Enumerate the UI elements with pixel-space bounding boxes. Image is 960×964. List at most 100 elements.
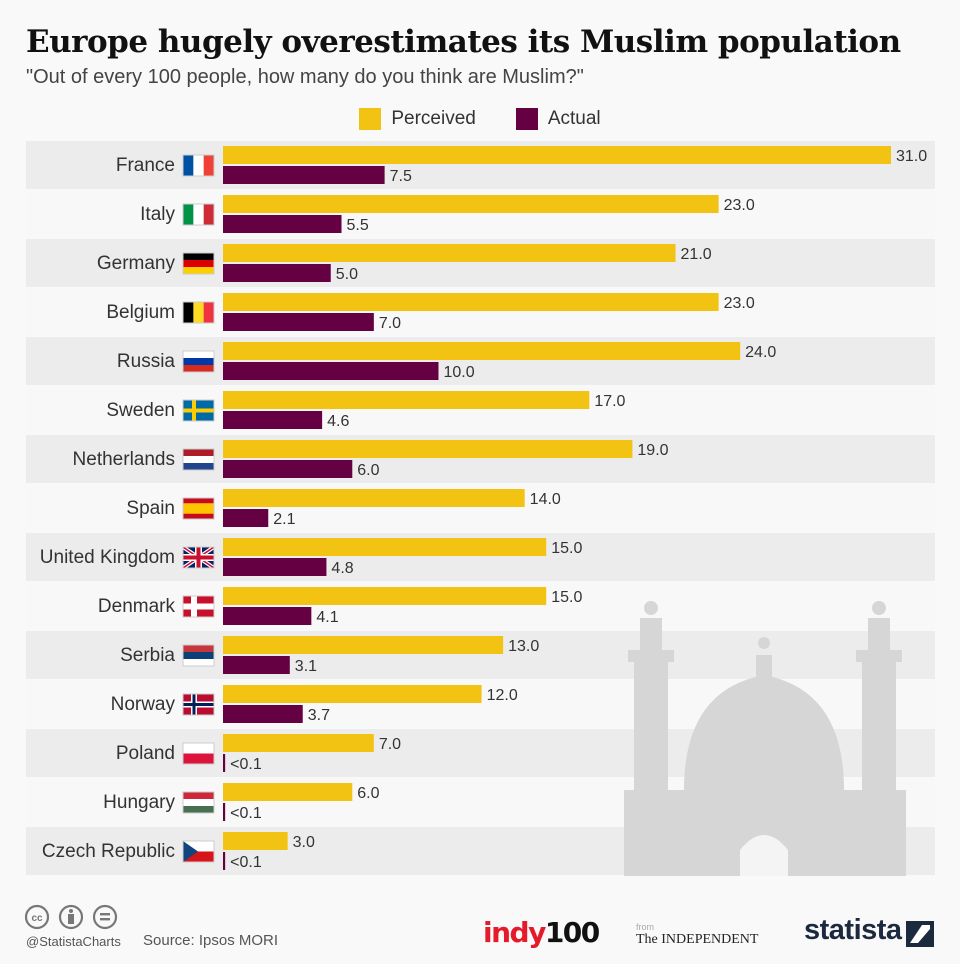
category-label: Belgium [106,302,175,323]
flag-icon [182,693,215,716]
source: Source: Ipsos MORI [143,932,279,949]
legend-item-perceived: Perceived [359,108,476,130]
data-label: 3.0 [293,834,315,851]
category-label: Sweden [106,400,175,421]
category-label: Serbia [120,645,175,666]
bar-perceived [223,293,719,311]
flag-icon [182,791,215,814]
statista-logo-icon [906,921,934,947]
bar-perceived [223,244,676,262]
data-label: <0.1 [230,805,262,822]
mosque-illustration [624,601,906,876]
bar-perceived [223,146,891,164]
data-label: 23.0 [724,197,755,214]
bar-perceived [223,538,547,556]
flag-icon [181,545,216,570]
bar-actual [223,264,331,282]
svg-text:cc: cc [31,913,43,924]
legend-label: Perceived [391,108,476,129]
data-label: 12.0 [487,687,518,704]
independent-logo: The INDEPENDENT [636,932,759,947]
category-label: Czech Republic [42,841,175,862]
legend-swatch-actual [515,108,538,130]
category-label: Netherlands [73,449,175,470]
flag-icon [182,595,215,618]
from-label: from [636,922,654,932]
bar-actual [223,656,290,674]
bar-perceived [223,685,482,703]
bar-actual [223,705,303,723]
bar-perceived [223,832,288,850]
license-icons: cc [24,904,118,930]
bar-actual [223,754,226,772]
bar-actual [223,411,323,429]
bar-actual [223,558,327,576]
bar-perceived [223,636,504,654]
data-label: <0.1 [230,756,262,773]
category-label: Hungary [103,792,175,813]
chart-title: Europe hugely overestimates its Muslim p… [26,24,901,60]
data-label: 19.0 [637,442,668,459]
data-label: 14.0 [530,491,561,508]
data-label: 5.0 [336,266,358,283]
legend-label: Actual [547,108,601,129]
bar-perceived [223,489,525,507]
data-label: 6.0 [357,462,379,479]
legend-item-actual: Actual [515,108,601,130]
category-label: Italy [140,204,175,225]
indy100-logo: indy100 [483,916,600,949]
bar-perceived [223,734,374,752]
data-label: 15.0 [551,540,582,557]
category-label: Russia [117,351,176,372]
data-label: 7.0 [379,736,401,753]
cc-icon [24,904,50,930]
data-label: 7.0 [379,315,401,332]
data-label: 15.0 [551,589,582,606]
data-label: 4.1 [316,609,338,626]
flag-icon [182,742,215,765]
data-label: 5.5 [347,217,369,234]
bar-actual [223,607,312,625]
data-label: <0.1 [230,854,262,871]
bar-actual [223,362,439,380]
bar-actual [223,215,342,233]
data-label: 23.0 [724,295,755,312]
bar-perceived [223,342,741,360]
bar-actual [223,166,385,184]
category-label: Poland [116,743,175,764]
flag-icon [182,203,215,226]
data-label: 13.0 [508,638,539,655]
category-label: Denmark [98,596,176,617]
chart-subtitle: "Out of every 100 people, how many do yo… [26,66,584,88]
data-label: 10.0 [443,364,474,381]
bar-actual [223,460,353,478]
legend-swatch-perceived [359,108,382,130]
category-label: Germany [97,253,176,274]
category-label: Spain [126,498,175,519]
data-label: 24.0 [745,344,776,361]
flag-icon [182,350,215,373]
bar-actual [223,852,226,870]
statista-logo: statista [804,914,902,946]
data-label: 3.7 [308,707,330,724]
bar-perceived [223,587,547,605]
bar-perceived [223,440,633,458]
bar-actual [223,509,269,527]
data-label: 4.8 [331,560,353,577]
data-label: 3.1 [295,658,317,675]
data-label: 17.0 [594,393,625,410]
bar-actual [223,803,226,821]
data-label: 31.0 [896,148,927,165]
data-label: 6.0 [357,785,379,802]
bar-perceived [223,783,353,801]
data-label: 7.5 [390,168,412,185]
category-label: United Kingdom [40,547,175,568]
flag-icon [182,497,215,520]
flag-icon [182,154,215,177]
category-label: Norway [111,694,176,715]
category-label: France [116,155,175,176]
data-label: 4.6 [327,413,349,430]
flag-icon [182,448,215,471]
bar-perceived [223,195,719,213]
flag-icon [182,644,215,667]
